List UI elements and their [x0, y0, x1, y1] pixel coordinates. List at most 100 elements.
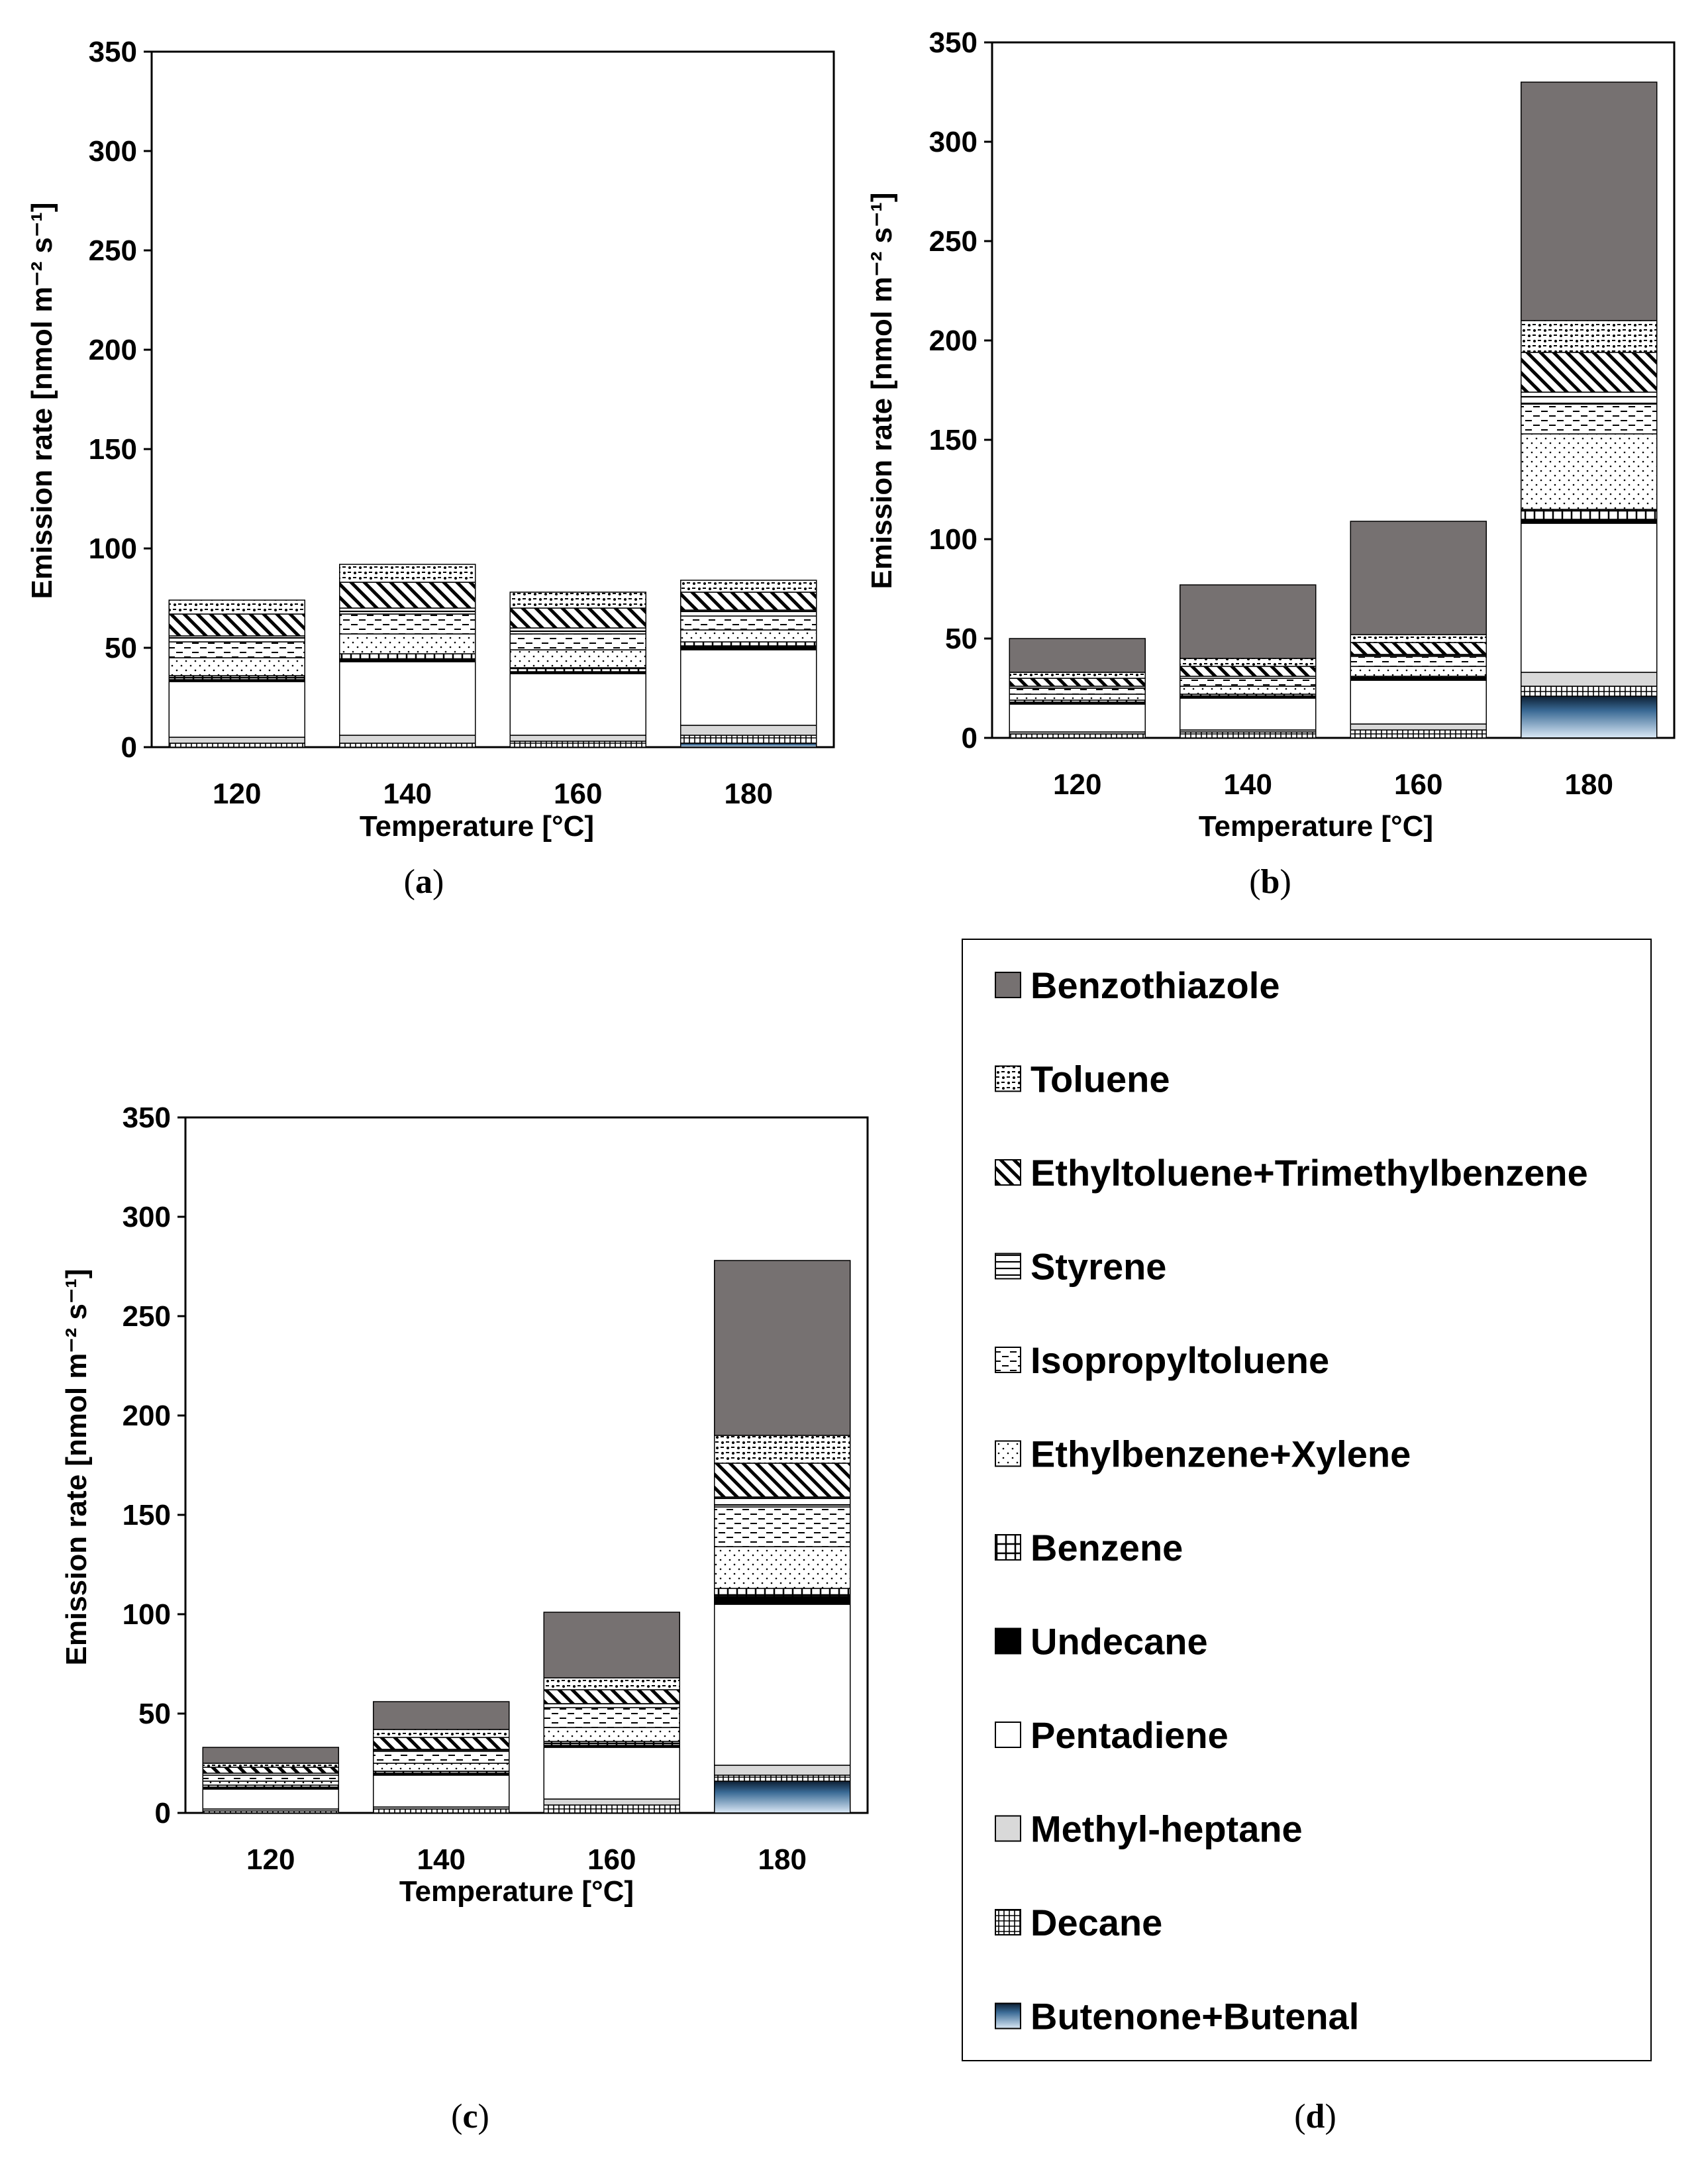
legend-label: Decane: [1030, 1902, 1162, 1943]
bar-segment-ethyltoluene-trimethylbenzene-160: [543, 1689, 680, 1704]
bar-segment-benzothiazole-120: [1009, 638, 1146, 673]
bar-segment-isopropyltoluene-140: [339, 613, 476, 635]
bar-segment-isopropyltoluene-180: [1521, 403, 1658, 435]
legend-item-butenone: Butenone+Butenal: [995, 1996, 1359, 2037]
bar-segment-toluene-180: [1521, 320, 1658, 353]
bar-segment-toluene-120: [168, 599, 305, 615]
bar-segment-ethyltoluene-trimethylbenzene-160: [1350, 642, 1487, 655]
legend-swatch-benzothiazole: [995, 972, 1021, 998]
chart-c: 0 50 100 150 200 250 300 350 120 140 160 180: [123, 1102, 869, 1876]
legend-swatch-methylheptane: [995, 1815, 1021, 1842]
bar-segment-ethyltoluene-trimethylbenzene-140: [339, 582, 476, 609]
legend-label: Methyl-heptane: [1030, 1808, 1303, 1850]
y-tick-label: 150: [89, 433, 137, 466]
legend-label: Toluene: [1030, 1058, 1170, 1100]
bar-segment-butenone-butenal-180: [714, 1780, 851, 1814]
legend-caption: (d): [1294, 2098, 1336, 2136]
y-tick-label: 50: [945, 623, 978, 655]
legend-swatch-ethyltoluene: [995, 1159, 1021, 1186]
chart-a-xlabel: Temperature [°C]: [360, 810, 594, 843]
legend-swatch-isopropyltoluene: [995, 1347, 1021, 1373]
x-tick-label: 140: [383, 778, 432, 810]
chart-b-xlabel: Temperature [°C]: [1199, 810, 1433, 843]
bar-segment-pentadiene-140: [339, 661, 476, 736]
legend-item-decane: Decane: [995, 1902, 1162, 1943]
y-tick-label: 250: [89, 234, 137, 267]
bar-segment-benzothiazole-160: [543, 1612, 680, 1678]
legend-label: Ethyltoluene+Trimethylbenzene: [1030, 1152, 1588, 1194]
legend-swatch-undecane: [995, 1627, 1021, 1655]
bar-segment-decane-160: [509, 741, 646, 748]
y-tick-label: 200: [123, 1400, 171, 1432]
y-tick-label: 300: [89, 135, 137, 168]
y-tick-label: 150: [929, 424, 978, 456]
bar-segment-styrene-120: [168, 635, 305, 643]
bar-segment-styrene-160: [543, 1703, 680, 1708]
bar-segment-benzene-180: [714, 1588, 851, 1597]
bar-segment-pentadiene-140: [1180, 697, 1317, 731]
bar-segment-isopropyltoluene-180: [714, 1506, 851, 1547]
y-tick-label: 100: [89, 533, 137, 565]
bar-segment-methyl-heptane-120: [168, 737, 305, 744]
legend-item-ethyltoluene: Ethyltoluene+Trimethylbenzene: [995, 1152, 1588, 1194]
y-tick-label: 350: [89, 36, 137, 68]
bar-segment-benzene-140: [339, 653, 476, 660]
bar-segment-toluene-160: [509, 592, 646, 609]
bar-segment-benzothiazole-140: [1180, 584, 1317, 659]
bar-segment-toluene-140: [1180, 658, 1317, 667]
bar-segment-ethylbenzene-xylene-180: [680, 629, 817, 643]
bar-segment-pentadiene-160: [509, 673, 646, 736]
bar-segment-pentadiene-160: [543, 1747, 680, 1800]
bar-segment-decane-120: [168, 743, 305, 748]
bar-segment-isopropyltoluene-180: [680, 615, 817, 631]
bar-segment-styrene-160: [509, 627, 646, 635]
bar-segment-ethyltoluene-trimethylbenzene-180: [1521, 352, 1658, 393]
y-tick-label: 300: [123, 1201, 171, 1233]
x-tick-label: 160: [587, 1843, 636, 1876]
legend-panel: Benzothiazole Toluene Ethyltoluene+Trimeth…: [962, 939, 1652, 2061]
x-tick-label: 120: [213, 778, 261, 810]
bar-segment-ethyltoluene-trimethylbenzene-160: [509, 607, 646, 629]
y-tick-label: 100: [123, 1598, 171, 1631]
bar-segment-methyl-heptane-180: [680, 725, 817, 736]
y-tick-label: 300: [929, 126, 978, 158]
legend-label: Benzothiazole: [1030, 964, 1280, 1006]
bar-segment-toluene-160: [543, 1677, 680, 1690]
bar-segment-pentadiene-120: [1009, 703, 1146, 733]
chart-c-xlabel: Temperature [°C]: [399, 1875, 634, 1908]
legend-item-benzene: Benzene: [995, 1527, 1183, 1569]
bar-segment-decane-160: [543, 1804, 680, 1814]
bar-segment-benzothiazole-180: [1521, 81, 1658, 321]
bar-segment-benzene-120: [168, 675, 305, 680]
bar-segment-isopropyltoluene-160: [1350, 656, 1487, 667]
bar-segment-methyl-heptane-160: [509, 735, 646, 742]
bar-segment-ethylbenzene-xylene-140: [339, 633, 476, 654]
chart-c-caption: (c): [451, 2098, 489, 2136]
bar-segment-isopropyltoluene-160: [509, 633, 646, 650]
x-tick-label: 180: [1565, 768, 1613, 801]
chart-c-ylabel: Emission rate [nmol m⁻² s⁻¹]: [60, 1269, 93, 1666]
bar-segment-decane-160: [1350, 729, 1487, 739]
bar-segment-ethylbenzene-xylene-160: [509, 649, 646, 668]
legend-item-styrene: Styrene: [995, 1246, 1166, 1288]
bar-segment-decane-180: [680, 735, 817, 744]
chart-b: 0 50 100 150 200 250 300 350 120 140 160 180: [929, 26, 1676, 801]
bar-segment-benzothiazole-120: [202, 1747, 339, 1764]
y-tick-label: 0: [121, 731, 137, 764]
bar-segment-butenone-butenal-180: [680, 743, 817, 748]
y-tick-label: 50: [105, 632, 137, 664]
legend-label: Isopropyltoluene: [1030, 1339, 1329, 1381]
x-tick-label: 120: [246, 1843, 295, 1876]
bar-segment-methyl-heptane-160: [1350, 723, 1487, 731]
bar-segment-benzene-180: [1521, 509, 1658, 520]
y-tick-label: 200: [929, 325, 978, 357]
legend-label: Styrene: [1030, 1246, 1166, 1288]
x-tick-label: 140: [1224, 768, 1272, 801]
bar-segment-ethyltoluene-trimethylbenzene-120: [1009, 678, 1146, 687]
x-tick-label: 180: [758, 1843, 807, 1876]
bar-segment-benzothiazole-180: [714, 1260, 851, 1436]
bar-segment-pentadiene-180: [680, 649, 817, 726]
bar-segment-ethyltoluene-trimethylbenzene-140: [1180, 666, 1317, 677]
legend-items: Benzothiazole Toluene Ethyltoluene+Trimeth…: [995, 964, 1588, 2037]
